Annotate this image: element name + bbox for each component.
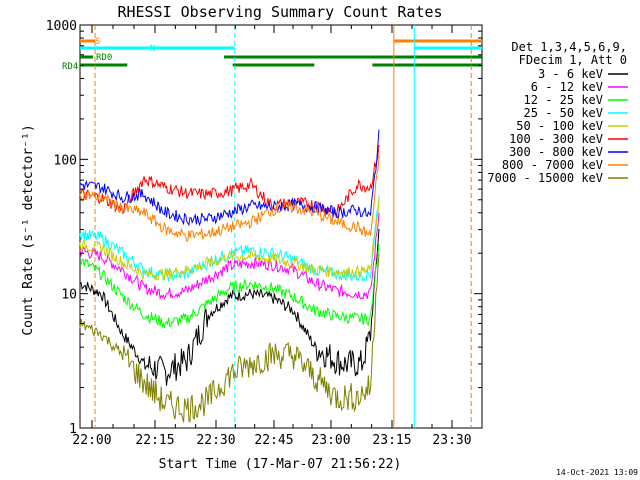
flag-label-s: S: [95, 37, 100, 47]
x-tick-label: 22:45: [254, 433, 293, 448]
x-tick-label: 23:00: [311, 433, 350, 448]
x-axis-label: Start Time (17-Mar-07 21:56:22): [159, 457, 402, 472]
plot-frame: [79, 24, 483, 429]
x-tick-label: 22:15: [135, 433, 174, 448]
series-line: [79, 212, 380, 301]
legend-label: 7000 - 15000 keV: [487, 171, 603, 185]
x-tick-label: 23:15: [372, 433, 411, 448]
series-line: [79, 144, 380, 218]
legend-label: 100 - 300 keV: [509, 132, 603, 146]
legend-header-line-1: Det 1,3,4,5,6,9,: [511, 40, 627, 54]
series-line: [79, 155, 380, 243]
flag-label-rd4: RD4: [62, 62, 78, 72]
series-line: [79, 228, 380, 386]
legend-label: 6 - 12 keV: [531, 80, 603, 94]
x-tick-label: 22:30: [196, 433, 235, 448]
legend-label: 800 - 7000 keV: [502, 158, 603, 172]
x-tick-label: 22:00: [72, 433, 111, 448]
y-axis-label: Count Rate (s⁻¹ detector⁻¹): [21, 124, 36, 335]
y-tick-label: 1: [69, 422, 77, 437]
x-tick-label: 23:30: [432, 433, 471, 448]
series-line: [79, 253, 380, 423]
legend-label: 50 - 100 keV: [516, 119, 603, 133]
chart-title: RHESSI Observing Summary Count Rates: [117, 3, 442, 21]
legend-label: 300 - 800 keV: [509, 145, 603, 159]
series-line: [79, 129, 380, 227]
legend-label: 12 - 25 keV: [524, 93, 603, 107]
timestamp: 14-Oct-2021 13:09: [556, 468, 638, 477]
flag-label-rd0: RD0: [96, 53, 112, 63]
y-tick-label: 10: [61, 288, 77, 303]
legend-header-line-2: FDecim 1, Att 0: [519, 53, 627, 67]
series-line: [79, 197, 380, 281]
y-tick-label: 1000: [46, 19, 77, 34]
flag-label-n: N: [150, 44, 155, 54]
legend-label: 25 - 50 keV: [524, 106, 603, 120]
y-tick-label: 100: [54, 153, 77, 168]
series-line: [80, 244, 380, 328]
legend-label: 3 - 6 keV: [538, 67, 603, 81]
